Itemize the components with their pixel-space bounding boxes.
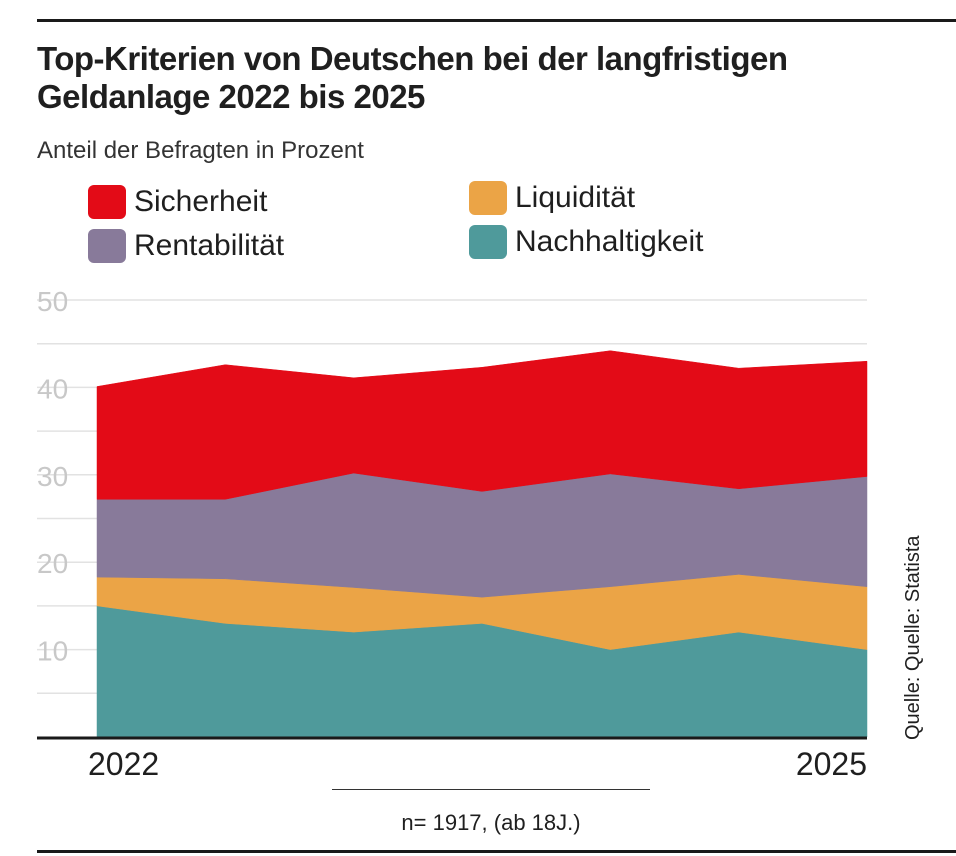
y-tick-label-20: 20 xyxy=(37,548,68,579)
x-tick-label-start: 2022 xyxy=(88,746,159,782)
legend-swatch-nachhaltigkeit xyxy=(469,225,507,259)
chart-subtitle: Anteil der Befragten in Prozent xyxy=(37,137,364,164)
sample-size-note: n= 1917, (ab 18J.) xyxy=(401,810,581,835)
legend-label-sicherheit: Sicherheit xyxy=(134,185,268,218)
legend-swatch-rentabilitaet xyxy=(88,229,126,263)
y-tick-label-50: 50 xyxy=(37,286,68,317)
legend-item-sicherheit: Sicherheit xyxy=(88,185,267,219)
note-divider xyxy=(332,789,650,790)
y-tick-label-10: 10 xyxy=(37,636,68,667)
legend-label-liquiditaet: Liquidität xyxy=(515,181,636,214)
legend-swatch-sicherheit xyxy=(88,185,126,219)
area-sicherheit xyxy=(96,350,868,500)
legend-item-nachhaltigkeit: Nachhaltigkeit xyxy=(469,225,703,259)
bottom-rule xyxy=(37,850,956,853)
x-tick-label-end: 2025 xyxy=(796,746,867,782)
legend-item-rentabilitaet: Rentabilität xyxy=(88,229,284,263)
source-note: Quelle: Quelle: Statista xyxy=(902,535,924,740)
legend-label-nachhaltigkeit: Nachhaltigkeit xyxy=(515,225,704,258)
chart-title: Top-Kriterien von Deutschen bei der lang… xyxy=(37,40,788,115)
legend-swatch-liquiditaet xyxy=(469,181,507,215)
legend-item-liquiditaet: Liquidität xyxy=(469,181,635,215)
legend-label-rentabilitaet: Rentabilität xyxy=(134,229,285,262)
y-tick-label-30: 30 xyxy=(37,461,68,492)
top-rule xyxy=(37,19,956,22)
y-tick-label-40: 40 xyxy=(37,373,68,404)
